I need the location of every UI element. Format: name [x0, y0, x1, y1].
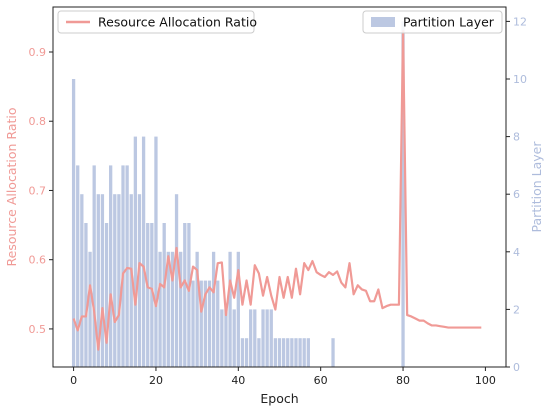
- bar: [244, 338, 249, 367]
- bar: [298, 338, 302, 367]
- bar: [133, 136, 138, 367]
- bar: [137, 194, 142, 367]
- bar: [141, 136, 146, 367]
- y-right-tick-label: 6: [513, 188, 520, 201]
- bar: [191, 280, 195, 367]
- y-left-axis-ticks: 0.5 0.6 0.7 0.8 0.9: [29, 46, 53, 336]
- y-left-tick-label: 0.6: [29, 254, 47, 267]
- bar: [150, 223, 154, 367]
- bar: [199, 280, 203, 367]
- x-tick-label: 20: [149, 374, 163, 387]
- bar: [277, 338, 282, 367]
- bar: [273, 338, 278, 367]
- x-tick-label: 80: [396, 374, 410, 387]
- plot-frame: [52, 6, 507, 368]
- bar: [401, 21, 405, 368]
- bar: [331, 338, 335, 367]
- bar: [257, 338, 261, 367]
- bar: [195, 251, 199, 367]
- bar: [281, 338, 286, 367]
- bar: [240, 338, 245, 367]
- bar: [158, 251, 162, 367]
- bar: [249, 309, 253, 367]
- x-axis-title: Epoch: [260, 391, 298, 406]
- bar: [265, 309, 269, 367]
- bar: [220, 309, 224, 367]
- bar: [121, 165, 125, 367]
- line-layer: [72, 30, 482, 351]
- bar: [71, 79, 76, 367]
- bar: [125, 165, 129, 367]
- bar: [146, 223, 150, 367]
- bar: [174, 194, 179, 367]
- bar: [253, 309, 257, 367]
- bar: [261, 309, 265, 367]
- bar: [294, 338, 298, 367]
- y-left-axis-title: Resource Allocation Ratio: [4, 108, 19, 267]
- legend-line: Resource Allocation Ratio: [57, 10, 257, 34]
- y-right-tick-label: 2: [513, 303, 520, 316]
- bar: [162, 223, 166, 367]
- bar: [207, 280, 212, 367]
- bar: [290, 338, 294, 367]
- bar: [203, 280, 208, 367]
- legend-bar-label: Partition Layer: [403, 15, 495, 30]
- bar: [183, 223, 187, 367]
- bar: [216, 280, 220, 367]
- bar: [113, 194, 117, 367]
- y-right-tick-label: 8: [513, 131, 520, 144]
- y-right-tick-label: 4: [513, 246, 520, 259]
- bar: [117, 194, 121, 367]
- bar: [187, 223, 191, 367]
- bars-layer: [71, 21, 405, 368]
- x-tick-label: 40: [231, 374, 245, 387]
- y-right-axis-title: Partition Layer: [529, 141, 544, 233]
- y-left-tick-label: 0.8: [29, 115, 47, 128]
- y-left-tick-label: 0.5: [29, 323, 47, 336]
- x-tick-label: 60: [314, 374, 328, 387]
- bar: [129, 194, 133, 367]
- bar: [286, 338, 290, 367]
- bar: [109, 165, 113, 367]
- bar: [224, 309, 228, 367]
- legend-line-label: Resource Allocation Ratio: [98, 15, 257, 30]
- bar: [179, 251, 183, 367]
- bar: [84, 223, 88, 367]
- x-tick-label: 100: [475, 374, 496, 387]
- bar: [92, 165, 96, 367]
- bar: [96, 194, 100, 367]
- bar: [104, 223, 109, 367]
- bar: [170, 251, 175, 367]
- legend-bar: Partition Layer: [362, 10, 503, 34]
- allocation-ratio-line: [72, 30, 482, 351]
- bar: [166, 251, 170, 367]
- y-left-tick-label: 0.9: [29, 46, 47, 59]
- bar: [154, 136, 158, 367]
- x-tick-label: 0: [70, 374, 77, 387]
- bar: [100, 194, 105, 367]
- bar: [211, 251, 216, 367]
- legend-bar-swatch: [371, 17, 395, 27]
- y-right-tick-label: 10: [513, 73, 527, 86]
- bar: [88, 251, 92, 367]
- bar: [306, 338, 310, 367]
- bar: [80, 194, 84, 367]
- y-right-tick-label: 0: [513, 361, 520, 374]
- bar: [269, 309, 273, 367]
- x-axis-ticks: 0 20 40 60 80 100: [70, 367, 496, 387]
- bar: [76, 165, 80, 367]
- bar: [232, 309, 236, 367]
- bar: [236, 251, 240, 367]
- y-left-tick-label: 0.7: [29, 184, 47, 197]
- y-right-axis-ticks: 0 2 4 6 8 10 12: [506, 15, 527, 374]
- y-right-tick-label: 12: [513, 15, 527, 28]
- bar: [228, 251, 232, 367]
- bar: [302, 338, 306, 367]
